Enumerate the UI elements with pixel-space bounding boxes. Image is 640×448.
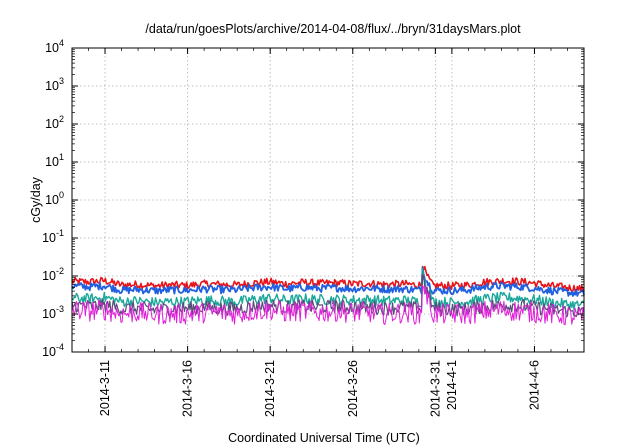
y-tick-label: 10-2 (42, 266, 64, 283)
axes: 10-4 10-3 10-2 10-1 100 101 102 103 104 2014-3-11… (42, 38, 585, 417)
x-tick-label: 2014-3-11 (98, 360, 112, 416)
x-tick-label: 2014-3-26 (346, 360, 360, 417)
x-axis-label: Coordinated Universal Time (UTC) (228, 431, 420, 445)
x-tick-label: 2014-3-31 (428, 360, 442, 417)
y-tick-label: 100 (45, 190, 64, 207)
y-axis-label: cGy/day (29, 176, 43, 223)
series-line-2 (71, 266, 585, 297)
x-tick-label: 2014-4-6 (527, 360, 541, 410)
x-tick-label: 2014-3-21 (263, 360, 277, 417)
y-tick-label: 10-3 (42, 304, 64, 321)
y-tick-label: 102 (45, 114, 64, 131)
series-line-1 (71, 265, 585, 293)
y-tick-label: 101 (45, 152, 64, 169)
series-group (71, 265, 585, 326)
y-tick-label: 10-4 (42, 342, 64, 359)
y-tick-label: 103 (45, 76, 64, 93)
chart-title: /data/run/goesPlots/archive/2014-04-08/f… (145, 22, 521, 36)
x-tick-label: 2014-3-16 (181, 360, 195, 417)
series-line-5 (71, 285, 585, 326)
y-tick-label: 10-1 (42, 228, 64, 245)
x-tick-label: 2014-4-1 (445, 360, 459, 410)
y-tick-label: 104 (45, 38, 64, 55)
